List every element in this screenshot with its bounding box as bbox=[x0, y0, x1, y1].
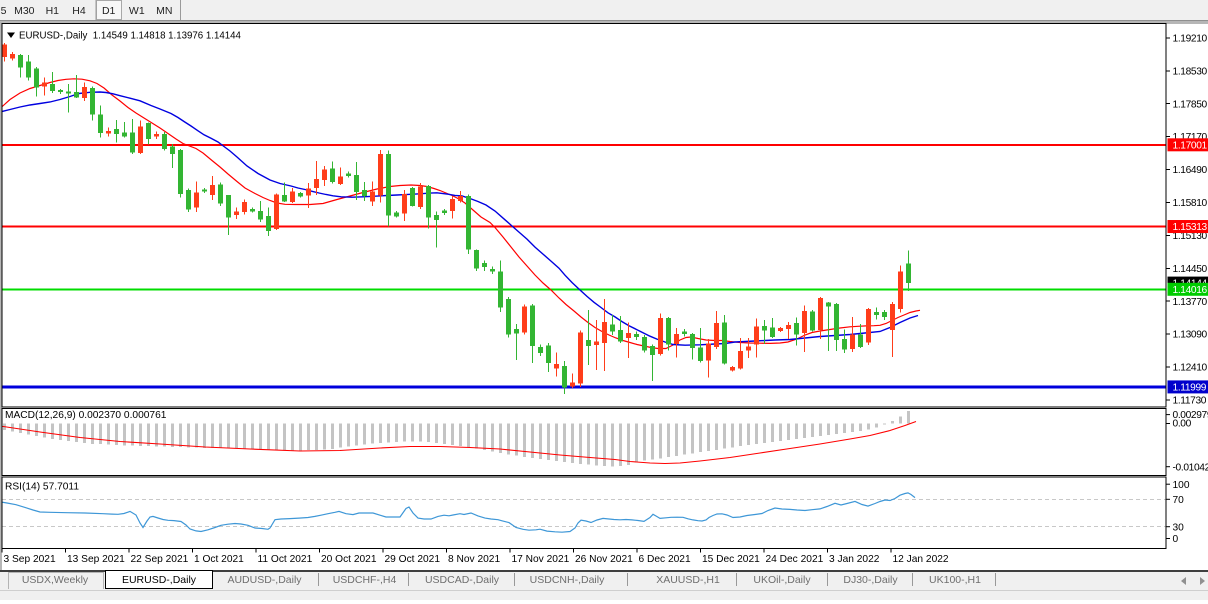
svg-text:1.15810: 1.15810 bbox=[1173, 198, 1208, 209]
svg-text:1.14450: 1.14450 bbox=[1173, 264, 1208, 275]
svg-text:RSI(14) 57.7011: RSI(14) 57.7011 bbox=[5, 482, 79, 493]
svg-text:6 Dec 2021: 6 Dec 2021 bbox=[639, 554, 691, 565]
svg-text:EURUSD-,Daily 1.14549 1.14818: EURUSD-,Daily 1.14549 1.14818 1.13976 1.… bbox=[19, 31, 241, 42]
svg-text:MN: MN bbox=[156, 5, 172, 17]
svg-text:1.19210: 1.19210 bbox=[1173, 34, 1208, 45]
svg-text:26 Nov 2021: 26 Nov 2021 bbox=[575, 554, 633, 565]
svg-text:1.16490: 1.16490 bbox=[1173, 165, 1208, 176]
svg-text:1.14016: 1.14016 bbox=[1173, 285, 1208, 296]
svg-text:13 Sep 2021: 13 Sep 2021 bbox=[67, 554, 125, 565]
svg-text:0.00: 0.00 bbox=[1173, 419, 1192, 430]
svg-text:0: 0 bbox=[1173, 534, 1179, 545]
svg-text:29 Oct 2021: 29 Oct 2021 bbox=[385, 554, 441, 565]
svg-text:3 Sep 2021: 3 Sep 2021 bbox=[4, 554, 56, 565]
svg-text:1.18530: 1.18530 bbox=[1173, 66, 1208, 77]
svg-text:-0.010422: -0.010422 bbox=[1173, 462, 1208, 473]
svg-text:M30: M30 bbox=[14, 5, 35, 17]
svg-text:15 Dec 2021: 15 Dec 2021 bbox=[702, 554, 760, 565]
svg-text:11 Oct 2021: 11 Oct 2021 bbox=[258, 554, 313, 565]
svg-text:20 Oct 2021: 20 Oct 2021 bbox=[321, 554, 377, 565]
svg-text:W1: W1 bbox=[129, 5, 145, 17]
svg-text:1.13770: 1.13770 bbox=[1173, 297, 1208, 308]
svg-text:30: 30 bbox=[1173, 522, 1185, 533]
svg-text:1.13090: 1.13090 bbox=[1173, 330, 1208, 341]
svg-text:H1: H1 bbox=[46, 5, 60, 17]
svg-text:1.15313: 1.15313 bbox=[1173, 222, 1208, 233]
svg-text:1.11730: 1.11730 bbox=[1173, 396, 1207, 407]
svg-text:8 Nov 2021: 8 Nov 2021 bbox=[448, 554, 500, 565]
svg-text:12 Jan 2022: 12 Jan 2022 bbox=[893, 554, 949, 565]
svg-text:1 Oct 2021: 1 Oct 2021 bbox=[194, 554, 244, 565]
svg-text:24 Dec 2021: 24 Dec 2021 bbox=[766, 554, 824, 565]
svg-text:22 Sep 2021: 22 Sep 2021 bbox=[131, 554, 189, 565]
svg-text:100: 100 bbox=[1173, 480, 1190, 491]
svg-text:1.12410: 1.12410 bbox=[1173, 363, 1208, 374]
svg-text:MACD(12,26,9) 0.002370 0.00076: MACD(12,26,9) 0.002370 0.000761 bbox=[5, 410, 167, 421]
svg-text:17 Nov 2021: 17 Nov 2021 bbox=[512, 554, 570, 565]
svg-text:3 Jan 2022: 3 Jan 2022 bbox=[829, 554, 880, 565]
svg-text:1.11999: 1.11999 bbox=[1173, 383, 1207, 394]
svg-text:5: 5 bbox=[1, 5, 7, 17]
svg-text:H4: H4 bbox=[72, 5, 86, 17]
svg-text:1.17001: 1.17001 bbox=[1173, 140, 1208, 151]
svg-text:1.17850: 1.17850 bbox=[1173, 99, 1208, 110]
svg-text:70: 70 bbox=[1173, 495, 1185, 506]
svg-text:D1: D1 bbox=[102, 5, 116, 17]
